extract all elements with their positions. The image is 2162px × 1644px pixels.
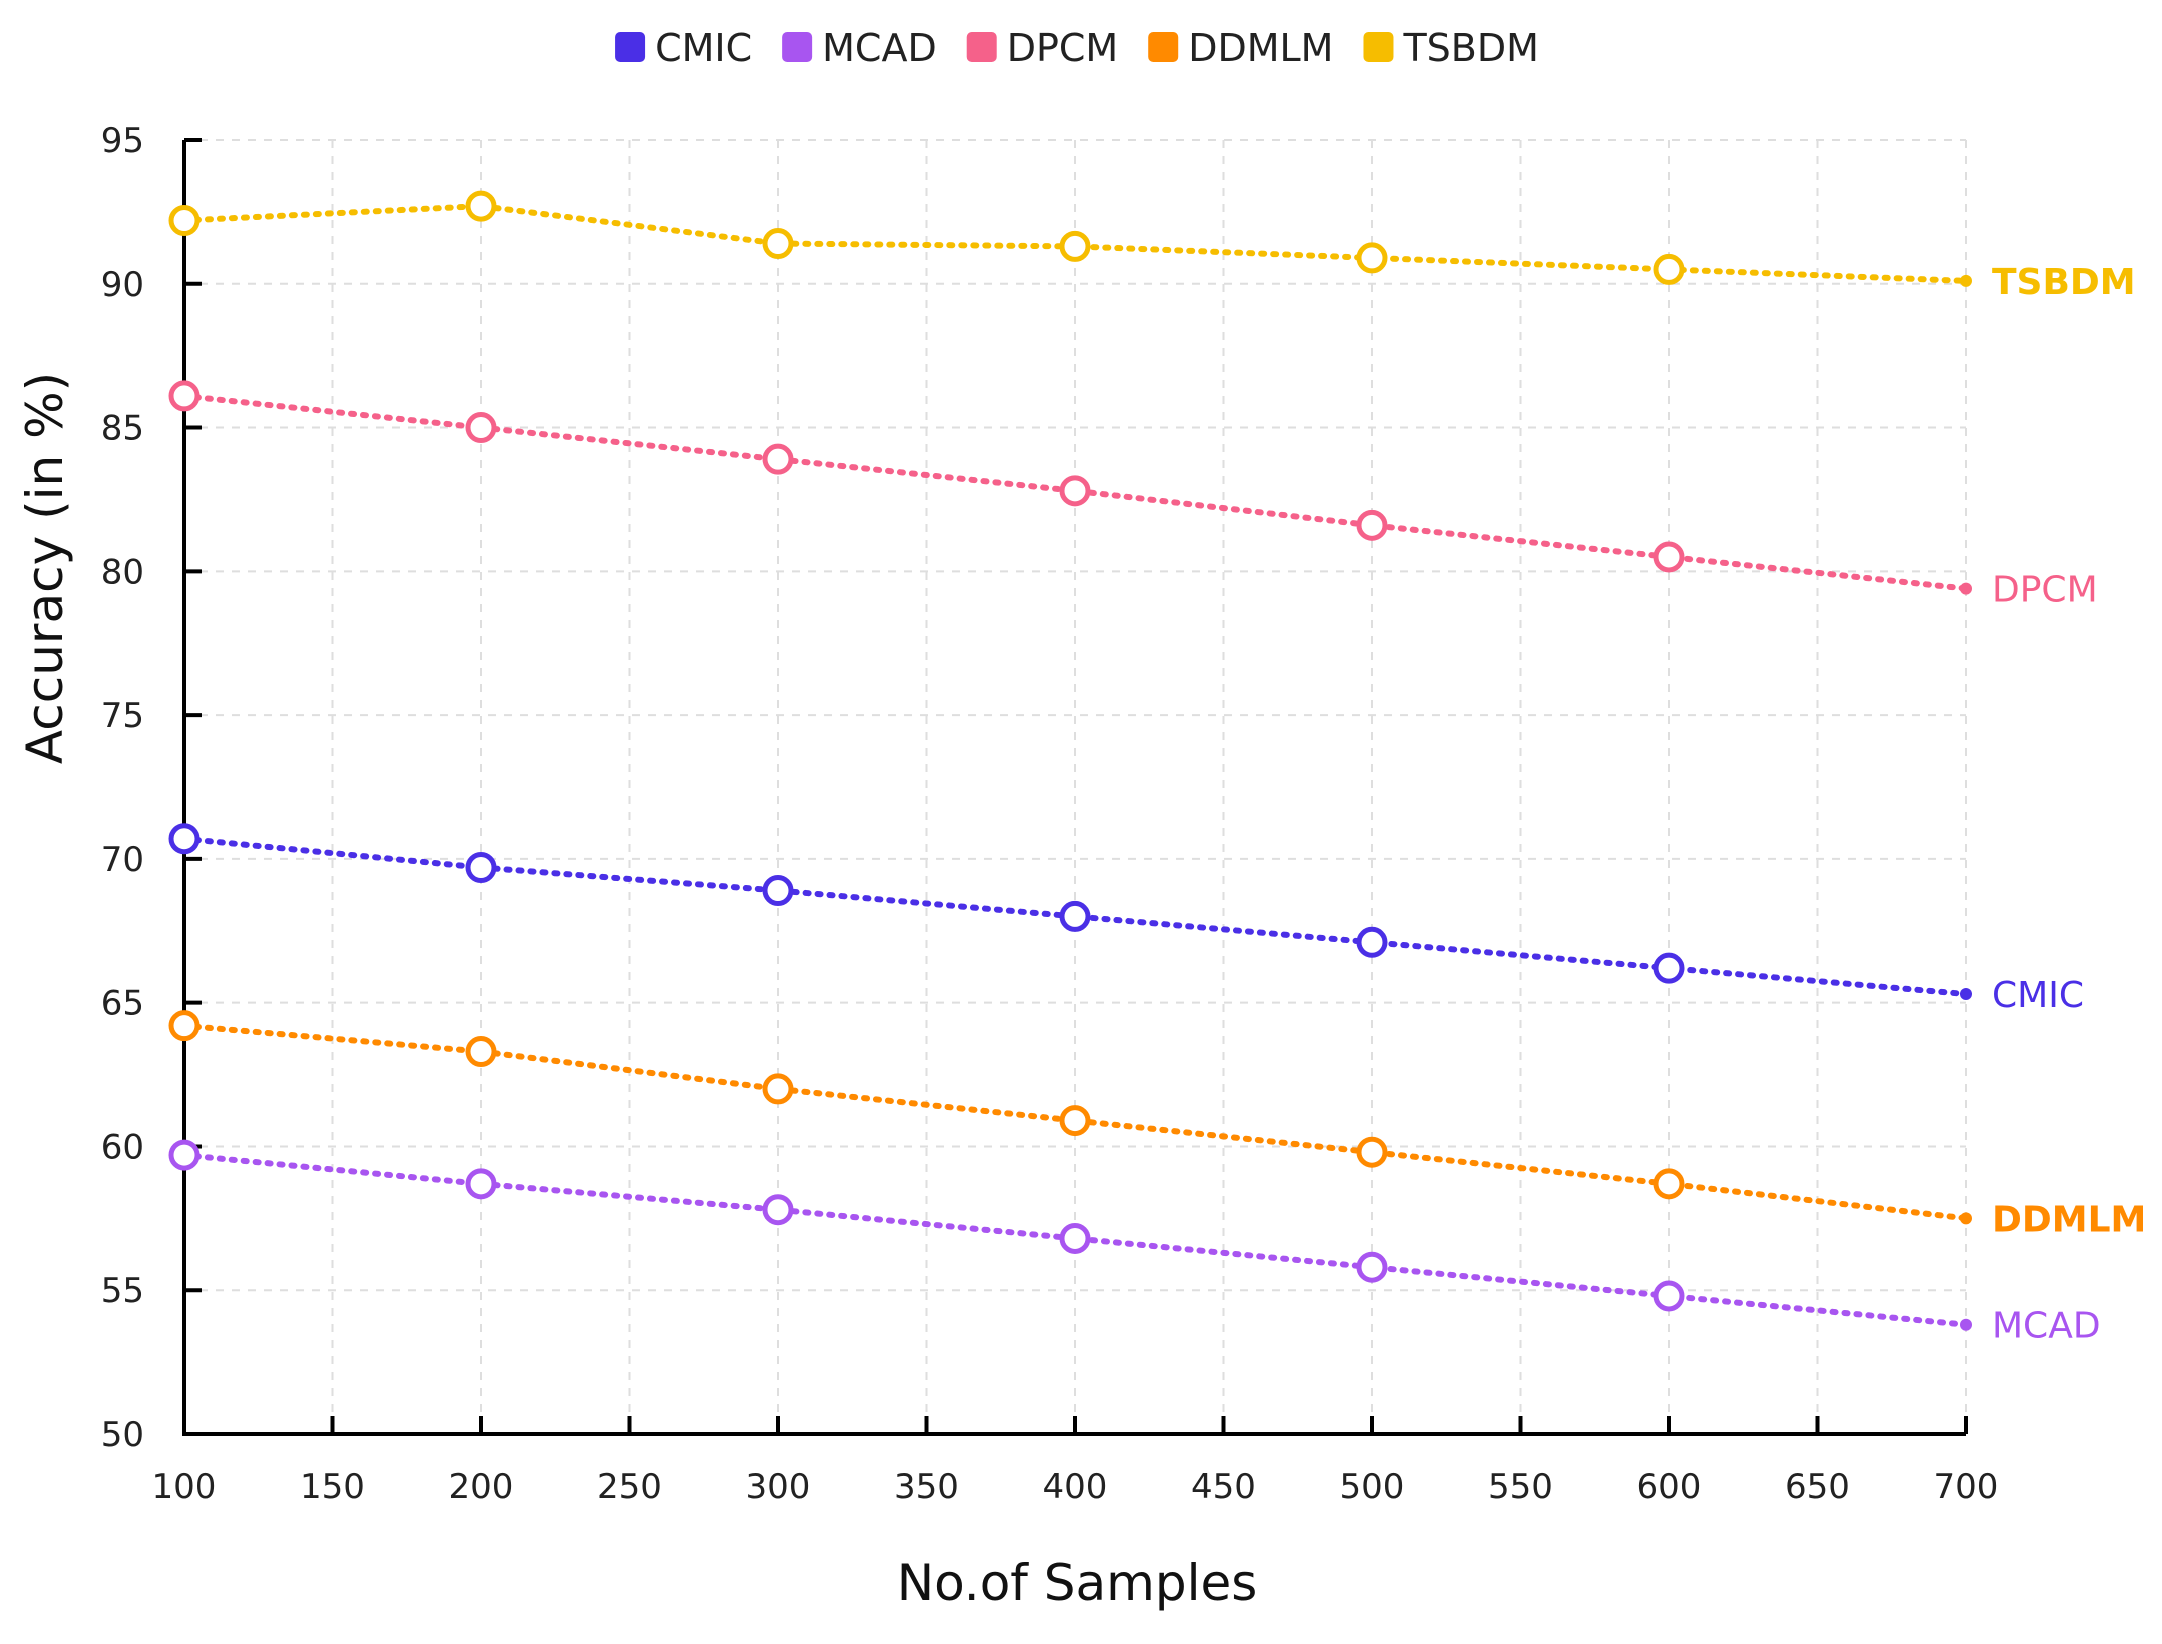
data-point-ddmlm — [168, 1010, 200, 1042]
y-tick-label: 60 — [101, 1127, 144, 1167]
legend-item-mcad[interactable]: MCAD — [782, 26, 937, 70]
series-end-label-dpcm: DPCM — [1992, 570, 2098, 611]
y-axis-title: Accuracy (in %) — [16, 372, 74, 764]
x-tick-label: 500 — [1340, 1467, 1405, 1507]
y-tick-label: 50 — [101, 1415, 144, 1455]
series-end-label-tsbdm: TSBDM — [1992, 262, 2136, 303]
tick-labels: 100 150 200 250 300 350 400 450 500 550 600 650 700 5… — [101, 121, 1999, 1507]
data-point-cmic — [168, 823, 200, 855]
legend-label-ddmlm: DDMLM — [1188, 26, 1333, 70]
legend-swatch-dpcm — [966, 32, 997, 62]
data-point-ddmlm — [465, 1036, 497, 1068]
data-point-ddmlm — [1960, 1212, 1972, 1225]
y-tick-label: 70 — [101, 840, 144, 880]
legend-item-ddmlm[interactable]: DDMLM — [1148, 26, 1333, 70]
x-tick-label: 150 — [300, 1467, 365, 1507]
y-tick-label: 65 — [101, 984, 144, 1024]
x-tick-label: 300 — [746, 1467, 811, 1507]
series-group: CMIC MCAD DPCM DDMLM TSBDM — [168, 190, 2146, 1347]
data-point-mcad — [1653, 1280, 1685, 1312]
data-point-tsbdm — [1960, 274, 1972, 287]
series-dpcm: DPCM — [168, 380, 2098, 611]
axes — [182, 138, 1968, 1436]
legend-label-cmic: CMIC — [655, 26, 752, 70]
legend-label-tsbdm: TSBDM — [1402, 26, 1538, 70]
legend-swatch-ddmlm — [1148, 32, 1179, 62]
series-cmic: CMIC — [168, 823, 2084, 1016]
data-point-dpcm — [465, 412, 497, 444]
data-point-ddmlm — [1356, 1136, 1388, 1168]
data-point-cmic — [1059, 900, 1091, 932]
data-point-cmic — [762, 875, 794, 907]
x-tick-label: 600 — [1637, 1467, 1702, 1507]
legend-swatch-tsbdm — [1363, 32, 1394, 62]
data-point-mcad — [168, 1139, 200, 1171]
data-point-tsbdm — [1059, 230, 1091, 262]
x-tick-label: 700 — [1934, 1467, 1999, 1507]
data-point-mcad — [465, 1168, 497, 1200]
legend-label-mcad: MCAD — [822, 26, 937, 70]
data-point-dpcm — [1059, 475, 1091, 507]
data-point-cmic — [1356, 926, 1388, 958]
data-point-dpcm — [1356, 509, 1388, 541]
data-point-mcad — [1356, 1251, 1388, 1283]
y-tick-label: 80 — [101, 552, 144, 592]
y-tick-label: 95 — [101, 121, 144, 161]
series-ddmlm: DDMLM — [168, 1010, 2146, 1240]
data-point-tsbdm — [762, 228, 794, 260]
data-point-cmic — [1653, 952, 1685, 984]
series-end-label-mcad: MCAD — [1992, 1306, 2101, 1347]
x-tick-label: 450 — [1191, 1467, 1256, 1507]
series-tsbdm: TSBDM — [168, 190, 2136, 303]
x-tick-label: 350 — [894, 1467, 959, 1507]
data-point-dpcm — [168, 380, 200, 412]
x-tick-label: 550 — [1488, 1467, 1553, 1507]
y-tick-label: 90 — [101, 265, 144, 305]
data-point-ddmlm — [1653, 1168, 1685, 1200]
data-point-dpcm — [762, 443, 794, 475]
x-tick-label: 200 — [449, 1467, 514, 1507]
data-point-tsbdm — [1653, 253, 1685, 285]
data-point-dpcm — [1960, 582, 1972, 595]
data-point-mcad — [762, 1194, 794, 1226]
data-point-dpcm — [1653, 541, 1685, 573]
data-point-ddmlm — [1059, 1105, 1091, 1137]
data-point-ddmlm — [762, 1073, 794, 1105]
series-end-label-ddmlm: DDMLM — [1992, 1199, 2146, 1240]
series-end-label-cmic: CMIC — [1992, 975, 2084, 1016]
x-tick-label: 100 — [152, 1467, 217, 1507]
y-tick-label: 75 — [101, 696, 144, 736]
data-point-tsbdm — [465, 190, 497, 222]
data-point-cmic — [1960, 988, 1972, 1001]
x-tick-label: 650 — [1785, 1467, 1850, 1507]
grid-lines — [184, 139, 1967, 1434]
legend-swatch-cmic — [615, 32, 646, 62]
data-point-mcad — [1059, 1222, 1091, 1254]
legend[interactable]: CMIC MCAD DPCM DDMLM TSBDM — [615, 26, 1539, 70]
legend-label-dpcm: DPCM — [1007, 26, 1119, 70]
legend-item-tsbdm[interactable]: TSBDM — [1363, 26, 1539, 70]
data-point-tsbdm — [168, 205, 200, 237]
legend-item-cmic[interactable]: CMIC — [615, 26, 752, 70]
legend-swatch-mcad — [782, 32, 813, 62]
data-point-mcad — [1960, 1318, 1972, 1331]
x-tick-label: 400 — [1043, 1467, 1108, 1507]
legend-item-dpcm[interactable]: DPCM — [966, 26, 1119, 70]
data-point-cmic — [465, 852, 497, 884]
y-tick-label: 85 — [101, 409, 144, 449]
y-tick-label: 55 — [101, 1271, 144, 1311]
data-point-tsbdm — [1356, 242, 1388, 274]
x-tick-label: 250 — [597, 1467, 662, 1507]
series-mcad: MCAD — [168, 1139, 2101, 1347]
x-axis-title: No.of Samples — [897, 1554, 1258, 1612]
